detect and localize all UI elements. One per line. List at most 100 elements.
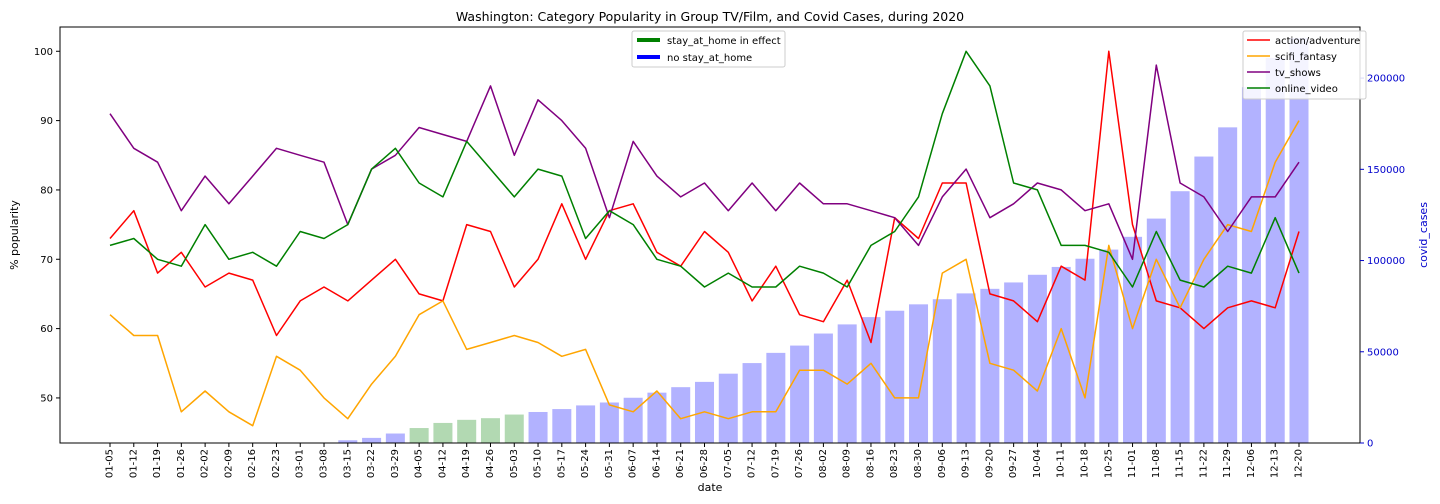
x-tick-label: 04-19	[461, 449, 472, 478]
x-tick-label: 03-29	[390, 449, 401, 478]
plot-frame	[59, 26, 1361, 444]
x-tick-label: 08-30	[913, 449, 924, 478]
y2-tick-label: 50000	[1367, 347, 1399, 358]
legend-stay-at-home: stay_at_home in effect no stay_at_home	[631, 30, 786, 68]
x-tick-label: 05-24	[580, 449, 591, 478]
covid-bar	[576, 405, 596, 443]
covid-bar	[647, 392, 667, 443]
legend-label-tv-shows: tv_shows	[1275, 68, 1321, 79]
covid-bar	[956, 293, 976, 443]
covid-bar	[932, 299, 952, 443]
x-axis: 01-05 01-12 01-19 01-26 02-02 02-09 02-16 02-23…	[105, 443, 1305, 478]
covid-bar	[861, 317, 881, 443]
x-tick-label: 03-22	[366, 449, 377, 478]
series-line-tv-shows	[109, 64, 1300, 261]
covid-bar	[1146, 218, 1166, 443]
x-tick-label: 03-08	[319, 449, 330, 478]
covid-bar	[409, 428, 429, 443]
x-tick-label: 10-25	[1103, 449, 1114, 478]
covid-bar	[909, 304, 929, 443]
legend-label-stay: stay_at_home in effect	[667, 36, 781, 47]
covid-bar	[813, 333, 833, 443]
covid-bar	[1265, 58, 1285, 444]
legend-box	[631, 30, 786, 68]
x-tick-label: 01-26	[176, 449, 187, 478]
covid-bar	[1123, 236, 1143, 443]
x-tick-label: 08-02	[818, 449, 829, 478]
x-tick-label: 05-31	[604, 449, 615, 478]
covid-bar	[433, 422, 453, 443]
y-tick-label: 60	[40, 324, 53, 335]
covid-bar	[1289, 37, 1309, 443]
x-tick-label: 12-20	[1294, 449, 1305, 478]
y2-tick-label: 0	[1367, 439, 1373, 450]
x-tick-label: 09-13	[961, 449, 972, 478]
covid-bar	[457, 419, 477, 443]
x-tick-label: 02-16	[247, 449, 258, 478]
covid-bar	[1004, 282, 1024, 443]
x-tick-label: 05-03	[509, 449, 520, 478]
covid-bar	[362, 437, 382, 443]
x-tick-label: 07-12	[747, 449, 758, 478]
y-axis-right: 0 50000 100000 150000 200000	[1360, 74, 1405, 450]
covid-bar	[1051, 266, 1071, 443]
legend-label-online-video: online_video	[1275, 84, 1338, 95]
x-tick-label: 01-12	[128, 449, 139, 478]
y2-axis-label: covid_cases	[1417, 202, 1430, 268]
y2-tick-label: 100000	[1367, 256, 1405, 267]
x-tick-label: 06-21	[675, 449, 686, 478]
legend-label-no-stay: no stay_at_home	[667, 53, 752, 64]
y-tick-label: 100	[34, 47, 53, 58]
x-tick-label: 05-17	[556, 449, 567, 478]
covid-bar	[671, 387, 691, 443]
covid-bar	[718, 373, 738, 443]
y-tick-label: 50	[40, 393, 53, 404]
covid-bar	[1170, 191, 1190, 443]
covid-bar	[504, 414, 524, 443]
y-tick-label: 90	[40, 116, 53, 127]
x-tick-label: 08-16	[866, 449, 877, 478]
covid-bar	[1027, 274, 1047, 443]
x-tick-label: 11-15	[1175, 449, 1186, 478]
x-tick-label: 01-05	[105, 449, 116, 478]
x-tick-label: 04-05	[414, 449, 425, 478]
series-line-online-video	[109, 50, 1300, 288]
covid-bar	[528, 411, 548, 443]
x-tick-label: 03-15	[342, 449, 353, 478]
covid-bar	[623, 397, 643, 443]
x-tick-label: 07-19	[770, 449, 781, 478]
covid-bar	[980, 288, 1000, 443]
x-tick-label: 10-04	[1032, 449, 1043, 478]
x-tick-label: 05-10	[533, 449, 544, 478]
x-tick-label: 11-08	[1151, 449, 1162, 478]
x-tick-label: 02-02	[200, 449, 211, 478]
covid-bar	[1194, 156, 1214, 444]
x-tick-label: 08-23	[889, 449, 900, 478]
covid-bar	[599, 402, 619, 443]
x-tick-label: 12-06	[1246, 449, 1257, 478]
y2-tick-label: 200000	[1367, 74, 1405, 85]
x-tick-label: 08-09	[842, 449, 853, 478]
series-line-scifi-fantasy	[109, 120, 1300, 427]
legend-series: action/adventure scifi_fantasy tv_shows …	[1242, 30, 1367, 100]
covid-bar	[1218, 127, 1238, 443]
x-tick-label: 09-20	[984, 449, 995, 478]
legend-box	[1242, 30, 1367, 100]
x-tick-label: 04-12	[437, 449, 448, 478]
x-tick-label: 11-22	[1198, 449, 1209, 478]
x-tick-label: 09-06	[937, 449, 948, 478]
series-line-action-adventure	[109, 50, 1300, 344]
x-tick-label: 12-13	[1270, 449, 1281, 478]
chart-title: Washington: Category Popularity in Group…	[456, 9, 964, 24]
x-tick-label: 10-18	[1080, 449, 1091, 478]
x-tick-label: 06-28	[699, 449, 710, 478]
legend-label-scifi-fantasy: scifi_fantasy	[1275, 52, 1337, 63]
x-tick-label: 06-07	[628, 449, 639, 478]
covid-bar	[766, 352, 786, 443]
x-axis-label: date	[698, 481, 723, 494]
covid-bar	[790, 345, 810, 443]
y-axis-label: % popularity	[8, 200, 21, 270]
x-tick-label: 01-19	[152, 449, 163, 478]
y2-tick-label: 150000	[1367, 165, 1405, 176]
y-tick-label: 70	[40, 255, 53, 266]
